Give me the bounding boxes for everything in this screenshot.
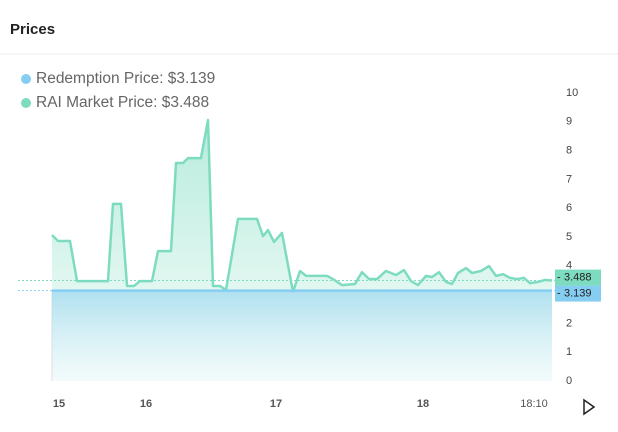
y-tick-label: 8 [566, 145, 572, 157]
y-tick-label: 1 [566, 346, 572, 358]
price-tag-label: 3.139 [564, 287, 592, 299]
legend-marker [21, 98, 31, 108]
price-tag-dash: - [557, 271, 561, 283]
price-tag [555, 269, 601, 286]
legend-label: RAI Market Price: $3.488 [36, 94, 209, 111]
price-tag [555, 285, 601, 302]
widget-title: Prices [10, 21, 55, 38]
y-tick-label: 5 [566, 231, 572, 243]
legend-marker [21, 74, 31, 84]
price-tag-label: 3.488 [564, 271, 592, 283]
y-tick-label: 0 [566, 375, 572, 387]
price-tag-dash: - [557, 287, 561, 299]
x-tick-label: 18:10 [520, 398, 548, 410]
x-tick-label: 15 [53, 398, 65, 410]
x-tick-label: 17 [270, 398, 282, 410]
y-tick-label: 10 [566, 87, 578, 99]
play-button[interactable] [583, 398, 596, 416]
y-tick-label: 4 [566, 260, 572, 272]
y-tick-label: 7 [566, 173, 572, 185]
area [52, 290, 552, 381]
line [51, 118, 553, 294]
x-tick-label: 16 [140, 398, 152, 410]
y-tick-label: 9 [566, 116, 572, 128]
y-tick-label: 6 [566, 202, 572, 214]
legend-label: Redemption Price: $3.139 [36, 70, 215, 87]
y-tick-label: 2 [566, 317, 572, 329]
x-tick-label: 18 [417, 398, 429, 410]
